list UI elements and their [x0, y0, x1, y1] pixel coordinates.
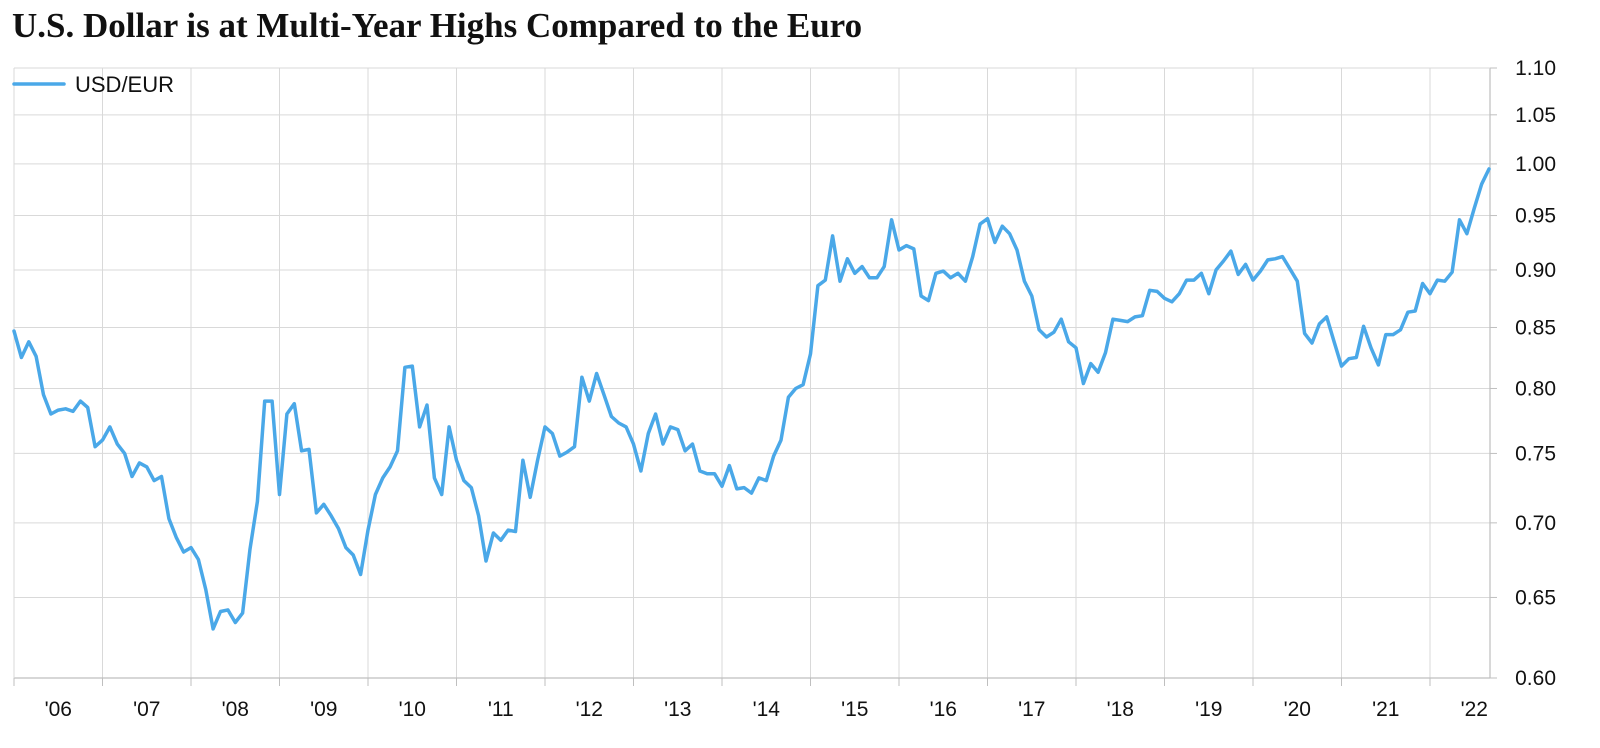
- y-tick-label: 1.05: [1515, 104, 1556, 127]
- vertical-gridlines: [102, 68, 1431, 678]
- x-tick-label: '08: [222, 698, 249, 721]
- x-tick-label: '06: [45, 698, 72, 721]
- x-tick-label: '18: [1107, 698, 1134, 721]
- y-tick-label: 0.80: [1515, 377, 1556, 400]
- axes: [13, 67, 1497, 686]
- x-tick-label: '14: [753, 698, 781, 721]
- y-tick-label: 0.90: [1515, 259, 1556, 282]
- x-axis-tick-labels: '06 '07 '08 '09 '10 '11 '12 '13 '14 '15 '16 '17 '18 '…: [45, 698, 1488, 721]
- x-tick-label: '07: [133, 698, 160, 721]
- series-lines: [12, 167, 1491, 631]
- y-tick-label: 0.70: [1515, 512, 1556, 535]
- y-tick-label: 1.00: [1515, 153, 1556, 176]
- y-tick-label: 0.95: [1515, 205, 1556, 228]
- x-tick-label: '20: [1284, 698, 1311, 721]
- horizontal-gridlines: [14, 67, 1490, 598]
- x-tick-label: '21: [1372, 698, 1399, 721]
- x-tick-label: '17: [1018, 698, 1045, 721]
- x-tick-label: '11: [488, 698, 514, 721]
- x-tick-label: '16: [930, 698, 957, 721]
- chart-title: U.S. Dollar is at Multi-Year Highs Compa…: [12, 6, 863, 45]
- legend-label-usd-eur: USD/EUR: [75, 72, 174, 97]
- x-tick-label: '10: [399, 698, 426, 721]
- y-tick-label: 0.75: [1515, 442, 1556, 465]
- x-tick-label: '15: [841, 698, 868, 721]
- legend: USD/EUR: [12, 72, 174, 97]
- y-tick-label: 0.65: [1515, 586, 1556, 609]
- x-tick-label: '09: [310, 698, 337, 721]
- y-axis-tick-labels: 1.10 1.05 1.00 0.95 0.90 0.85 0.80 0.75 0.70 0.65…: [1515, 57, 1556, 690]
- x-tick-label: '12: [576, 698, 603, 721]
- y-tick-label: 0.60: [1515, 667, 1556, 690]
- x-tick-label: '13: [664, 698, 691, 721]
- x-tick-label: '22: [1461, 698, 1488, 721]
- x-tick-label: '19: [1195, 698, 1222, 721]
- y-tick-label: 1.10: [1515, 57, 1556, 80]
- series-line-usd-eur: [12, 167, 1491, 631]
- y-tick-label: 0.85: [1515, 316, 1556, 339]
